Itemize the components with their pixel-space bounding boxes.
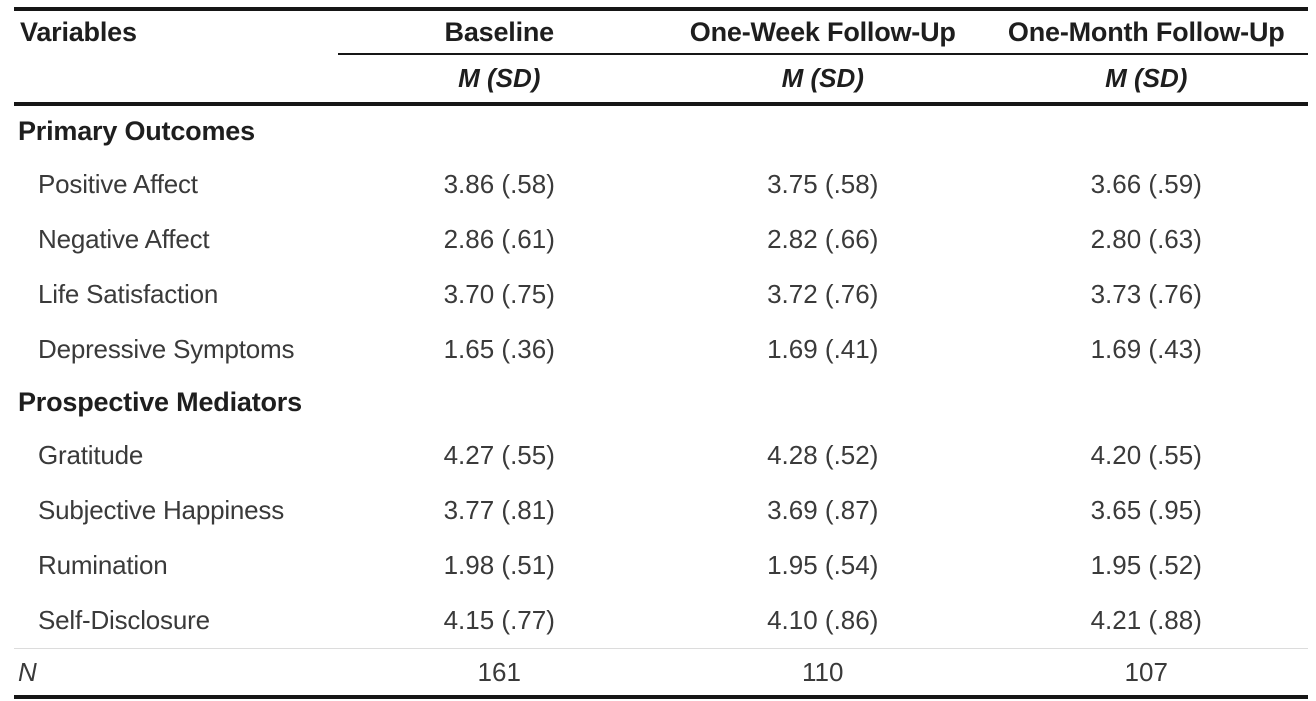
cell-one-month: 3.65 (.95) (1090, 495, 1202, 525)
section-row-primary-outcomes: Primary Outcomes (14, 104, 1308, 157)
table-row-subjective-happiness: Subjective Happiness 3.77 (.81) 3.69 (.8… (14, 483, 1308, 538)
stat-header-baseline: M (SD) (337, 54, 661, 106)
cell-baseline: 4.27 (.55) (443, 440, 555, 470)
cell-one-month: 3.73 (.76) (1090, 279, 1202, 309)
cell-baseline: 3.77 (.81) (443, 495, 555, 525)
stat-header-spacer (14, 54, 338, 106)
cell-one-month: 3.66 (.59) (1090, 169, 1202, 199)
stat-header-row: M (SD) M (SD) M (SD) (14, 54, 1308, 106)
column-header-one-month-follow-up: One-Month Follow-Up (984, 9, 1308, 55)
sample-size-row: N 161 110 107 (14, 648, 1308, 697)
cell-baseline: 3.70 (.75) (443, 279, 555, 309)
column-header-baseline: Baseline (337, 9, 661, 55)
table-body: Primary Outcomes Positive Affect 3.86 (.… (14, 104, 1308, 697)
row-label: Gratitude (38, 440, 144, 470)
cell-one-week-n: 110 (661, 648, 985, 697)
cell-one-month: 1.69 (.43) (1090, 334, 1202, 364)
table-row-gratitude: Gratitude 4.27 (.55) 4.28 (.52) 4.20 (.5… (14, 428, 1308, 483)
cell-one-week: 4.10 (.86) (767, 605, 879, 635)
cell-baseline: 1.65 (.36) (443, 334, 555, 364)
cell-one-week: 1.69 (.41) (767, 334, 879, 364)
cell-one-month: 4.20 (.55) (1090, 440, 1202, 470)
cell-one-month: 4.21 (.88) (1090, 605, 1202, 635)
stat-header-one-week: M (SD) (661, 54, 985, 106)
cell-baseline: 4.15 (.77) (443, 605, 555, 635)
section-title: Prospective Mediators (18, 387, 302, 417)
row-label: Rumination (38, 550, 168, 580)
table-header: Variables Baseline One-Week Follow-Up On… (14, 9, 1308, 106)
column-header-one-week-follow-up: One-Week Follow-Up (661, 9, 985, 55)
cell-one-month: 2.80 (.63) (1090, 224, 1202, 254)
descriptive-statistics-table: Variables Baseline One-Week Follow-Up On… (14, 7, 1308, 699)
stat-header-one-month: M (SD) (984, 54, 1308, 106)
table-row-life-satisfaction: Life Satisfaction 3.70 (.75) 3.72 (.76) … (14, 267, 1308, 322)
column-header-variables: Variables (20, 17, 137, 47)
cell-baseline: 2.86 (.61) (443, 224, 555, 254)
cell-one-week: 1.95 (.54) (767, 550, 879, 580)
row-label: Self-Disclosure (38, 605, 210, 635)
table-row-self-disclosure: Self-Disclosure 4.15 (.77) 4.10 (.86) 4.… (14, 593, 1308, 649)
cell-one-week: 3.75 (.58) (767, 169, 879, 199)
cell-one-week: 4.28 (.52) (767, 440, 879, 470)
row-label: Life Satisfaction (38, 279, 219, 309)
row-label: Depressive Symptoms (38, 334, 295, 364)
row-label: Subjective Happiness (38, 495, 285, 525)
table-row-depressive-symptoms: Depressive Symptoms 1.65 (.36) 1.69 (.41… (14, 322, 1308, 377)
cell-baseline-n: 161 (337, 648, 661, 697)
table-row-rumination: Rumination 1.98 (.51) 1.95 (.54) 1.95 (.… (14, 538, 1308, 593)
cell-one-week: 2.82 (.66) (767, 224, 879, 254)
row-label: Negative Affect (38, 224, 210, 254)
cell-one-week: 3.69 (.87) (767, 495, 879, 525)
cell-one-month: 1.95 (.52) (1090, 550, 1202, 580)
section-title: Primary Outcomes (18, 116, 255, 146)
section-row-prospective-mediators: Prospective Mediators (14, 377, 1308, 428)
cell-one-week: 3.72 (.76) (767, 279, 879, 309)
table-row-negative-affect: Negative Affect 2.86 (.61) 2.82 (.66) 2.… (14, 212, 1308, 267)
cell-one-month-n: 107 (984, 648, 1308, 697)
cell-baseline: 3.86 (.58) (443, 169, 555, 199)
table-row-positive-affect: Positive Affect 3.86 (.58) 3.75 (.58) 3.… (14, 157, 1308, 212)
group-header-row: Variables Baseline One-Week Follow-Up On… (14, 9, 1308, 55)
cell-baseline: 1.98 (.51) (443, 550, 555, 580)
sample-size-label: N (14, 648, 338, 697)
row-label: Positive Affect (38, 169, 198, 199)
